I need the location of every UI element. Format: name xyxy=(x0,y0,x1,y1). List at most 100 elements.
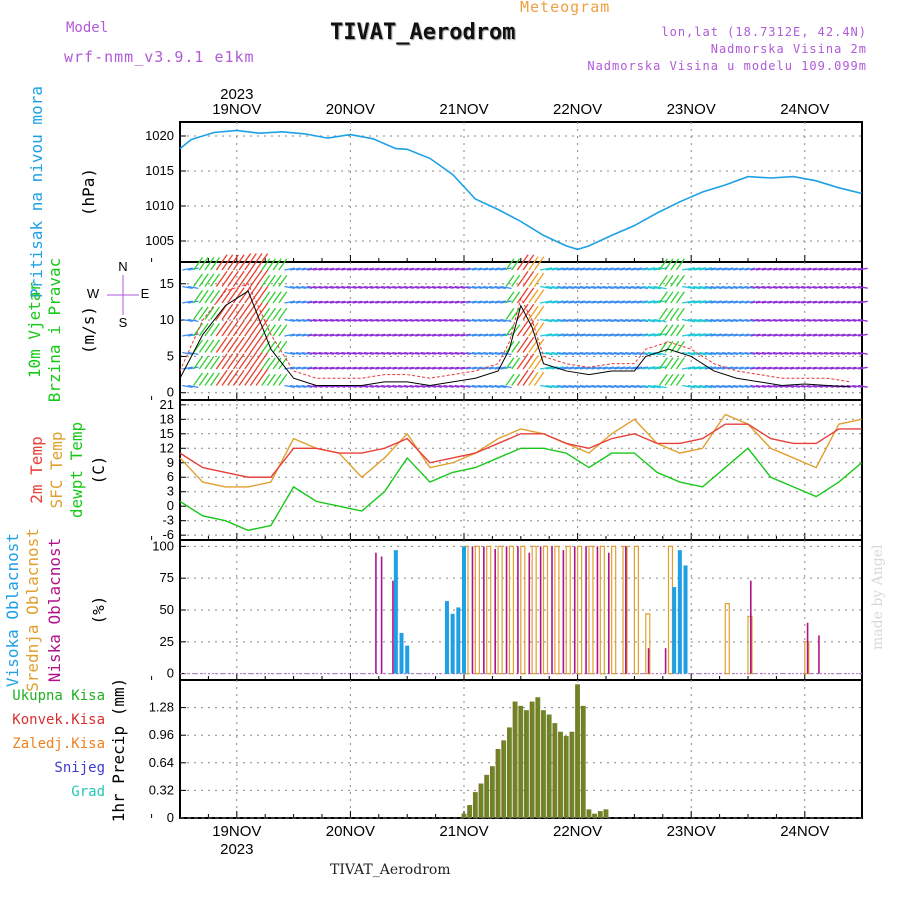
wind-ytick-label: 10 xyxy=(160,312,174,327)
pressure-ytick-label: 1010 xyxy=(145,198,174,213)
cloud-low-bar xyxy=(647,648,650,674)
wind-barb xyxy=(846,285,857,289)
wind-barb xyxy=(613,285,626,290)
wind-barb xyxy=(772,267,783,271)
wind-barb xyxy=(533,256,545,271)
wind-barb xyxy=(687,318,701,323)
model-label: Model xyxy=(66,20,109,36)
wind-barb xyxy=(557,300,569,304)
wind-barb xyxy=(664,291,674,304)
wind-barb xyxy=(699,333,713,337)
wind-barb xyxy=(602,351,614,356)
cloud-low-bar xyxy=(562,550,565,674)
wind-barb xyxy=(466,267,477,271)
wind-barb xyxy=(255,253,269,271)
wind-barb xyxy=(516,369,529,386)
wind-barb xyxy=(846,366,857,370)
wind-barb xyxy=(227,287,239,304)
wind-barb xyxy=(449,300,460,304)
wind-speed-line xyxy=(179,290,851,388)
wind-barb xyxy=(386,285,397,289)
cloud-low-bar xyxy=(483,546,485,674)
wind-barb xyxy=(386,333,397,337)
wind-barb xyxy=(801,384,812,388)
wind-barb xyxy=(466,384,477,388)
wind-barb xyxy=(272,307,282,320)
wind-barb xyxy=(574,318,586,323)
wind-barb xyxy=(454,333,466,337)
wind-barb xyxy=(227,369,239,386)
wind-barb xyxy=(210,339,221,353)
wind-barb xyxy=(284,267,296,271)
wind-barb xyxy=(210,257,221,271)
wind-barb xyxy=(221,287,234,304)
wind-barb xyxy=(693,384,707,389)
model-name: wrf-nmm_v3.9.1 e1km xyxy=(64,48,255,66)
wind-barb xyxy=(397,351,409,355)
wind-barb xyxy=(664,307,674,320)
wind-barb xyxy=(710,351,722,356)
wind-barb xyxy=(187,267,199,271)
wind-barb xyxy=(238,269,252,287)
wind-barb xyxy=(380,366,392,370)
wind-barb xyxy=(522,353,535,370)
wind-barb xyxy=(244,253,257,271)
wind-barb xyxy=(386,300,397,304)
wind-barb xyxy=(699,366,713,370)
wind-barb xyxy=(675,324,685,337)
temp-dewpoint-line xyxy=(179,447,863,532)
wind-barb xyxy=(187,318,199,322)
wind-barb xyxy=(363,366,374,370)
wind-barb xyxy=(761,267,772,271)
wind-barb xyxy=(266,291,276,304)
wind-barb xyxy=(636,366,649,370)
wind-barb xyxy=(215,270,228,287)
temperature-ytick-label: 0 xyxy=(167,498,174,513)
cloud-low-bar xyxy=(392,580,394,674)
wind-barb xyxy=(704,333,717,337)
wind-barb xyxy=(675,274,685,287)
wind-barb xyxy=(375,318,386,322)
wind-barb xyxy=(574,366,586,370)
wind-barb xyxy=(511,357,521,370)
wind-barb xyxy=(454,285,466,289)
wind-barb xyxy=(324,267,335,271)
wind-barb xyxy=(568,333,580,337)
precip-total-bar xyxy=(575,684,580,818)
wind-barb xyxy=(272,291,282,304)
bottom-date-label: 20NOV xyxy=(326,823,375,840)
wind-barb xyxy=(335,267,346,271)
cloud-axis-label-1: Srednja Oblacnost xyxy=(23,528,42,692)
compass-s-label: S xyxy=(119,315,128,330)
wind-barb xyxy=(221,320,234,337)
wind-barb xyxy=(852,285,863,289)
wind-barb xyxy=(329,333,340,337)
wind-barb xyxy=(767,300,778,304)
wind-barb xyxy=(528,289,539,304)
wind-barb xyxy=(778,366,789,370)
precip-total-bar xyxy=(580,705,586,818)
wind-barb xyxy=(835,366,846,370)
wind-barb xyxy=(443,384,454,388)
wind-barb xyxy=(596,285,608,290)
temp-axis-label-0: 2m Temp xyxy=(27,436,46,503)
pressure-axis-label: Pritisak na nivou mora xyxy=(27,86,46,298)
wind-barb xyxy=(261,258,271,271)
wind-barb xyxy=(392,384,403,388)
wind-barb xyxy=(227,320,239,337)
wind-barb xyxy=(727,384,739,388)
wind-barb xyxy=(699,285,713,290)
precip-total-bar xyxy=(467,805,473,818)
wind-barb xyxy=(574,384,586,389)
wind-barb xyxy=(761,366,772,370)
wind-barb xyxy=(249,253,263,271)
cloud-ytick-label: 75 xyxy=(160,570,174,585)
wind-barb xyxy=(772,318,783,322)
precip-conv-bar xyxy=(461,813,464,818)
wind-barb xyxy=(301,333,313,337)
precip-total-bar xyxy=(518,705,524,818)
wind-barb xyxy=(767,318,778,322)
wind-barb xyxy=(466,333,477,337)
wind-barb xyxy=(415,333,426,337)
coordinates-label: lon,lat (18.7312E, 42.4N) xyxy=(661,25,867,39)
